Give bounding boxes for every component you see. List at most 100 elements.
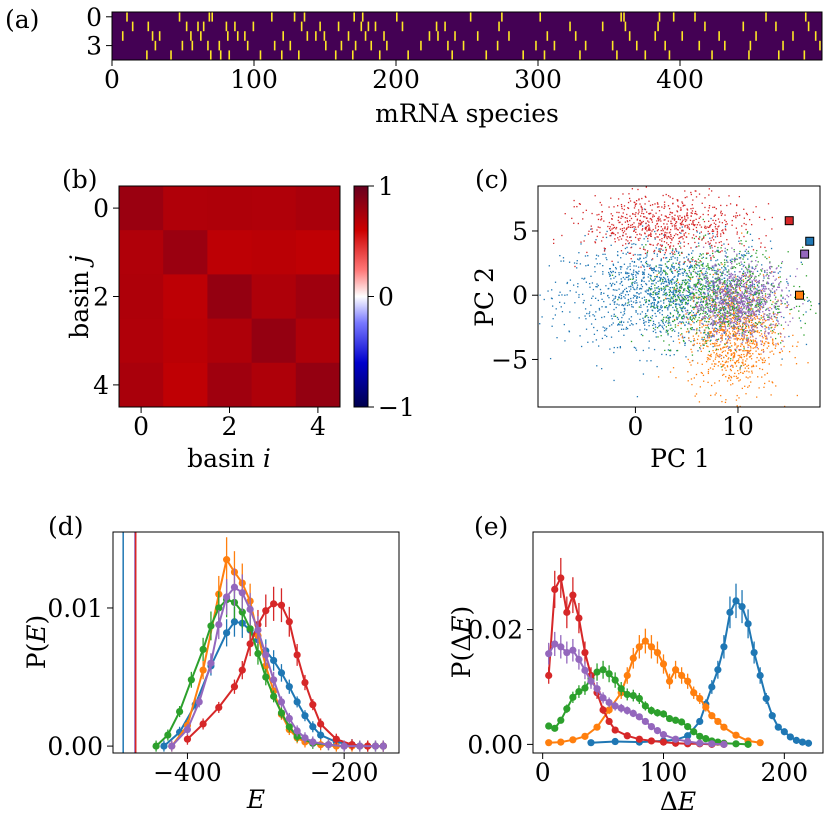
scatter-point: [743, 337, 745, 339]
scatter-point: [720, 318, 722, 320]
scatter-point: [675, 291, 678, 293]
scatter-point: [708, 311, 710, 313]
scatter-point: [741, 300, 744, 303]
scatter-point: [757, 376, 759, 378]
scatter-point: [707, 230, 709, 233]
scatter-point: [722, 308, 725, 311]
scatter-point: [672, 329, 675, 331]
heatmap-a-cell: [370, 40, 373, 51]
scatter-point: [700, 295, 703, 297]
scatter-point: [721, 334, 724, 336]
scatter-point: [712, 280, 714, 282]
scatter-point: [729, 368, 732, 371]
scatter-point: [752, 331, 754, 333]
scatter-point: [667, 285, 669, 288]
scatter-point: [764, 293, 767, 295]
scatter-point: [693, 285, 695, 287]
scatter-point: [688, 254, 690, 256]
scatter-point: [689, 285, 691, 287]
scatter-point: [638, 222, 640, 224]
scatter-point: [807, 300, 809, 302]
scatter-point: [680, 236, 682, 238]
scatter-point: [717, 246, 719, 249]
scatter-point: [654, 312, 656, 315]
scatter-point: [780, 316, 783, 318]
scatter-point: [759, 302, 762, 304]
scatter-point: [694, 210, 697, 213]
scatter-point: [755, 350, 757, 352]
scatter-point: [641, 221, 643, 224]
scatter-point: [669, 258, 671, 261]
scatter-point: [726, 312, 728, 314]
scatter-point: [688, 321, 690, 323]
scatter-point: [733, 311, 735, 313]
scatter-point: [689, 292, 692, 295]
scatter-point: [737, 323, 739, 325]
scatter-point: [717, 297, 719, 299]
scatter-point: [684, 299, 686, 301]
scatter-point: [677, 252, 680, 255]
scatter-point: [664, 215, 666, 217]
scatter-point: [717, 355, 719, 358]
scatter-point: [655, 233, 657, 235]
scatter-point: [734, 258, 736, 260]
scatter-point: [762, 298, 765, 300]
scatter-point: [757, 330, 759, 332]
scatter-point: [775, 303, 777, 305]
scatter-point: [618, 288, 620, 290]
scatter-point: [623, 263, 626, 265]
scatter-point: [722, 347, 724, 349]
scatter-point: [578, 202, 581, 205]
scatter-point: [726, 365, 729, 367]
scatter-point: [651, 288, 653, 290]
scatter-point: [713, 334, 715, 336]
scatter-point: [673, 267, 675, 270]
scatter-point: [688, 291, 690, 293]
scatter-point: [726, 282, 728, 284]
heatmap-a-cell: [718, 31, 720, 41]
scatter-point: [627, 276, 629, 278]
scatter-point: [611, 215, 614, 217]
scatter-point: [672, 293, 674, 295]
scatter-point: [755, 337, 757, 340]
scatter-point: [710, 353, 712, 356]
scatter-point: [683, 314, 685, 316]
scatter-point: [692, 207, 694, 210]
scatter-point: [778, 311, 780, 313]
scatter-point: [711, 327, 714, 329]
scatter-point: [727, 261, 729, 263]
scatter-point: [677, 311, 679, 314]
scatter-point: [640, 284, 643, 286]
scatter-point: [637, 272, 639, 274]
scatter-point: [737, 310, 740, 313]
scatter-point: [751, 272, 754, 275]
heatmap-a-cell: [211, 12, 213, 22]
scatter-point: [712, 289, 714, 291]
scatter-point: [701, 272, 703, 274]
scatter-point: [643, 280, 645, 283]
scatter-point: [705, 306, 707, 308]
scatter-point: [576, 205, 578, 208]
scatter-point: [582, 302, 584, 304]
scatter-point: [715, 306, 718, 308]
scatter-point: [730, 275, 732, 277]
scatter-point: [616, 205, 619, 207]
scatter-point: [700, 300, 702, 302]
scatter-point: [708, 268, 710, 271]
scatter-point: [736, 308, 738, 310]
scatter-point: [676, 210, 678, 212]
scatter-point: [733, 356, 736, 358]
scatter-point: [740, 294, 742, 297]
scatter-point: [687, 217, 689, 219]
scatter-point: [702, 374, 705, 377]
scatter-point: [681, 222, 683, 224]
scatter-point: [776, 286, 779, 288]
scatter-point: [687, 317, 689, 319]
scatter-point: [709, 287, 712, 289]
scatter-point: [701, 326, 703, 328]
scatter-point: [738, 271, 741, 273]
scatter-point: [721, 314, 724, 316]
scatter-point: [738, 284, 740, 286]
scatter-point: [698, 265, 700, 267]
scatter-point: [698, 279, 700, 281]
